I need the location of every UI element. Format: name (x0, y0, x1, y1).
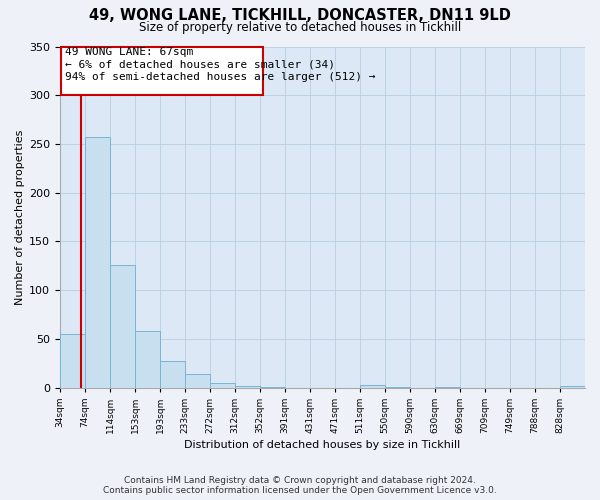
Text: ← 6% of detached houses are smaller (34): ← 6% of detached houses are smaller (34) (65, 59, 335, 69)
Bar (160, 362, 185, 388)
Text: 94% of semi-detached houses are larger (512) →: 94% of semi-detached houses are larger (… (65, 72, 376, 82)
Bar (235, 386, 260, 388)
Bar (260, 386, 285, 388)
Bar (360, 384, 385, 388)
Text: 49, WONG LANE, TICKHILL, DONCASTER, DN11 9LD: 49, WONG LANE, TICKHILL, DONCASTER, DN11… (89, 8, 511, 22)
FancyBboxPatch shape (61, 46, 263, 95)
Bar (385, 386, 410, 388)
X-axis label: Distribution of detached houses by size in Tickhill: Distribution of detached houses by size … (184, 440, 461, 450)
Bar (560, 386, 585, 388)
Bar (85, 137, 110, 388)
Bar (135, 331, 160, 388)
Bar (435, 386, 460, 388)
Text: Contains HM Land Registry data © Crown copyright and database right 2024.
Contai: Contains HM Land Registry data © Crown c… (103, 476, 497, 495)
Y-axis label: Number of detached properties: Number of detached properties (15, 130, 25, 305)
Bar (185, 374, 210, 388)
Bar (210, 383, 235, 388)
Text: Size of property relative to detached houses in Tickhill: Size of property relative to detached ho… (139, 21, 461, 34)
Bar (110, 265, 135, 388)
Bar (60, 334, 85, 388)
Text: 49 WONG LANE: 67sqm: 49 WONG LANE: 67sqm (65, 48, 193, 58)
